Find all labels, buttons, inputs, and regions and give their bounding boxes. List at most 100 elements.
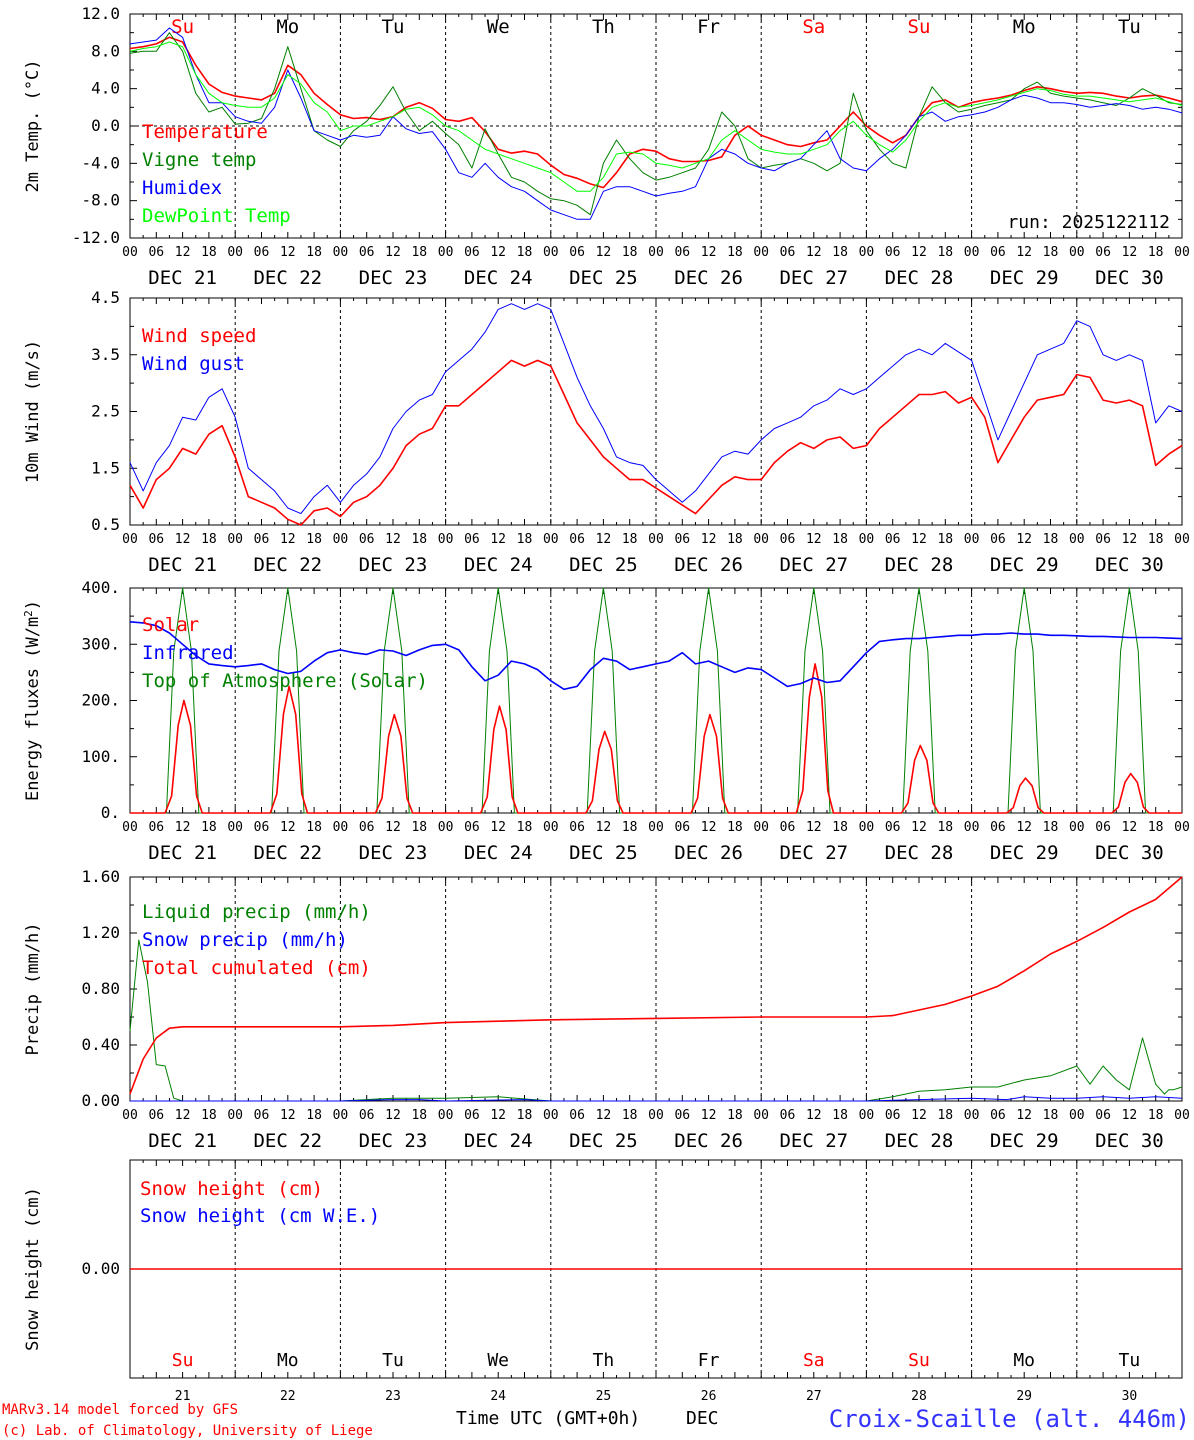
hour-tick-label: 00 [227,1108,243,1123]
hour-tick-label: 12 [490,532,506,547]
y-axis-label: Snow height (cm) [23,1187,43,1351]
hour-tick-label: 00 [964,245,980,260]
hour-tick-label: 12 [1016,820,1032,835]
legend-entry: Top of Atmosphere (Solar) [142,670,428,692]
hour-tick-label: 00 [1069,532,1085,547]
hour-tick-label: 18 [937,532,953,547]
date-label: DEC 25 [569,267,638,289]
y-tick-label: 3.5 [91,345,120,364]
date-label: DEC 24 [464,842,533,864]
hour-tick-label: 12 [806,1108,822,1123]
hour-tick-label: 12 [280,820,296,835]
day-number: 23 [385,1389,401,1404]
snow-panel: 0.00 Snow height (cm) Snow height (cm) Snow… [23,1159,1183,1404]
hour-tick-label: 06 [359,1108,375,1123]
wind-panel: 4.5 3.5 2.5 1.5 0.5 10m Wind (m/s) Wind speed W… [23,288,1190,576]
date-label: DEC 22 [253,1130,322,1152]
hour-tick-label: 12 [596,532,612,547]
hour-tick-label: 06 [1095,532,1111,547]
date-label: DEC 23 [359,267,428,289]
date-label: DEC 30 [1095,554,1164,576]
hour-tick-label: 06 [1095,820,1111,835]
hour-tick-label: 00 [227,820,243,835]
hour-tick-label: 06 [464,1108,480,1123]
day-name: Tu [382,1350,404,1371]
total-cumulated-series [129,876,1183,1095]
day-name: Mo [277,1350,299,1371]
day-number: 25 [596,1389,612,1404]
hour-tick-label: 00 [333,532,349,547]
liquid-precip-series [129,939,1183,1102]
y-tick-label: 4.0 [91,79,120,98]
month-label: DEC [686,1408,719,1429]
hour-tick-label: 12 [1122,820,1138,835]
hour-tick-label: 06 [780,1108,796,1123]
hour-tick-label: 18 [517,1108,533,1123]
date-label: DEC 26 [674,842,743,864]
hour-tick-label: 06 [464,820,480,835]
hour-tick-label: 18 [937,1108,953,1123]
hour-tick-label: 18 [306,1108,322,1123]
hour-tick-label: 18 [622,245,638,260]
day-number: 27 [806,1389,822,1404]
hour-tick-label: 18 [727,820,743,835]
legend-entry: Snow height (cm W.E.) [140,1205,380,1227]
hour-tick-label: 12 [385,532,401,547]
y-tick-label: 0. [101,803,120,822]
hour-tick-label: 06 [148,245,164,260]
hour-tick-label: 12 [596,245,612,260]
day-number: 26 [701,1389,717,1404]
hour-tick-label: 18 [201,1108,217,1123]
legend-entry: Infrared [142,642,234,664]
hour-tick-label: 12 [1122,1108,1138,1123]
hour-tick-label: 18 [1148,1108,1164,1123]
hour-tick-label: 06 [780,532,796,547]
credit-line-1: MARv3.14 model forced by GFS [2,1402,238,1418]
hour-tick-label: 12 [175,245,191,260]
hour-tick-label: 06 [885,532,901,547]
date-label: DEC 24 [464,1130,533,1152]
hour-tick-label: 00 [1069,1108,1085,1123]
hour-tick-label: 06 [254,245,270,260]
hour-tick-label: 00 [543,532,559,547]
credit-line-2: (c) Lab. of Climatology, University of L… [2,1423,373,1439]
y-tick-label: -8.0 [81,191,120,210]
day-name: Sa [802,16,825,38]
y-tick-label: 0.0 [91,116,120,135]
hour-tick-label: 12 [490,245,506,260]
hour-tick-label: 00 [122,820,138,835]
hour-tick-label: 18 [411,1108,427,1123]
hour-tick-label: 06 [990,1108,1006,1123]
hour-tick-label: 00 [1174,820,1190,835]
hour-tick-label: 18 [727,245,743,260]
hour-tick-label: 00 [227,245,243,260]
y-tick-label: 0.5 [91,515,120,534]
hour-tick-label: 12 [596,1108,612,1123]
hour-tick-label: 06 [569,1108,585,1123]
hour-tick-label: 18 [727,1108,743,1123]
hour-tick-label: 00 [543,820,559,835]
date-label: DEC 26 [674,1130,743,1152]
hour-tick-label: 06 [780,820,796,835]
day-name: Fr [697,16,720,38]
day-name: Mo [1013,1350,1035,1371]
hour-tick-label: 06 [359,245,375,260]
hour-tick-label: 18 [306,245,322,260]
day-number: 30 [1122,1389,1138,1404]
wind-speed-series [129,359,1183,526]
day-name: Fr [698,1350,720,1371]
hour-tick-label: 12 [1122,245,1138,260]
y-tick-label: 2.5 [91,402,120,421]
hour-tick-label: 00 [333,820,349,835]
day-name: Th [593,1350,615,1371]
date-label: DEC 28 [885,842,954,864]
hour-tick-label: 12 [701,245,717,260]
hour-tick-label: 00 [859,1108,875,1123]
hour-tick-label: 00 [859,245,875,260]
hour-tick-label: 12 [1016,245,1032,260]
hour-tick-label: 00 [859,532,875,547]
hour-tick-label: 12 [385,820,401,835]
hour-tick-label: 00 [1174,245,1190,260]
hour-tick-label: 12 [1122,532,1138,547]
date-label: DEC 22 [253,554,322,576]
